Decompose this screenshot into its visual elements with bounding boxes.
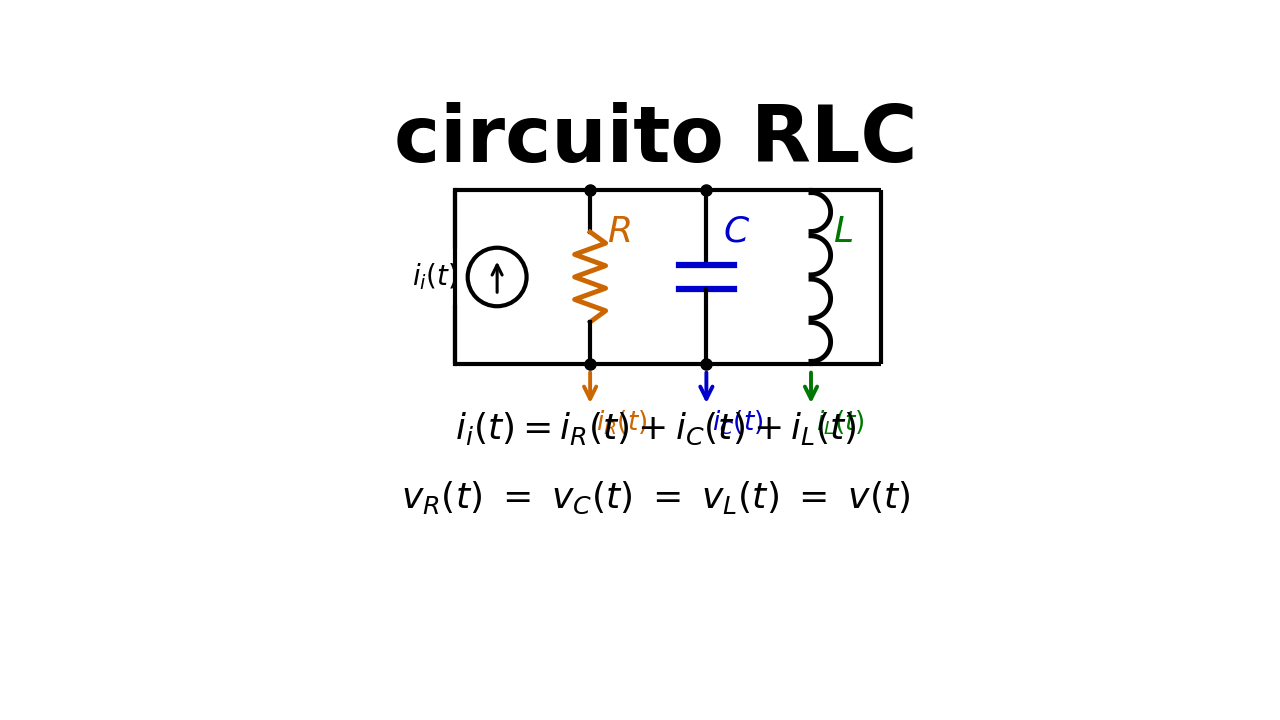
Text: $v_R(t)\ =\ v_C(t)\ =\ v_L(t)\ =\ v(t)$: $v_R(t)\ =\ v_C(t)\ =\ v_L(t)\ =\ v(t)$ xyxy=(401,480,911,516)
Text: $L$: $L$ xyxy=(833,215,852,249)
Text: circuito RLC: circuito RLC xyxy=(394,102,918,178)
Text: $i_L(t)$: $i_L(t)$ xyxy=(817,408,865,437)
Text: $i_R(t)$: $i_R(t)$ xyxy=(595,408,648,437)
Text: $i_i(t) = i_R(t) + i_C(t) + i_L(t)$: $i_i(t) = i_R(t) + i_C(t) + i_L(t)$ xyxy=(456,411,856,447)
Text: $C$: $C$ xyxy=(723,215,750,249)
Text: $i_C(t)$: $i_C(t)$ xyxy=(712,408,763,437)
Text: $R$: $R$ xyxy=(607,215,631,249)
Text: $i_i(t)$: $i_i(t)$ xyxy=(412,261,458,292)
